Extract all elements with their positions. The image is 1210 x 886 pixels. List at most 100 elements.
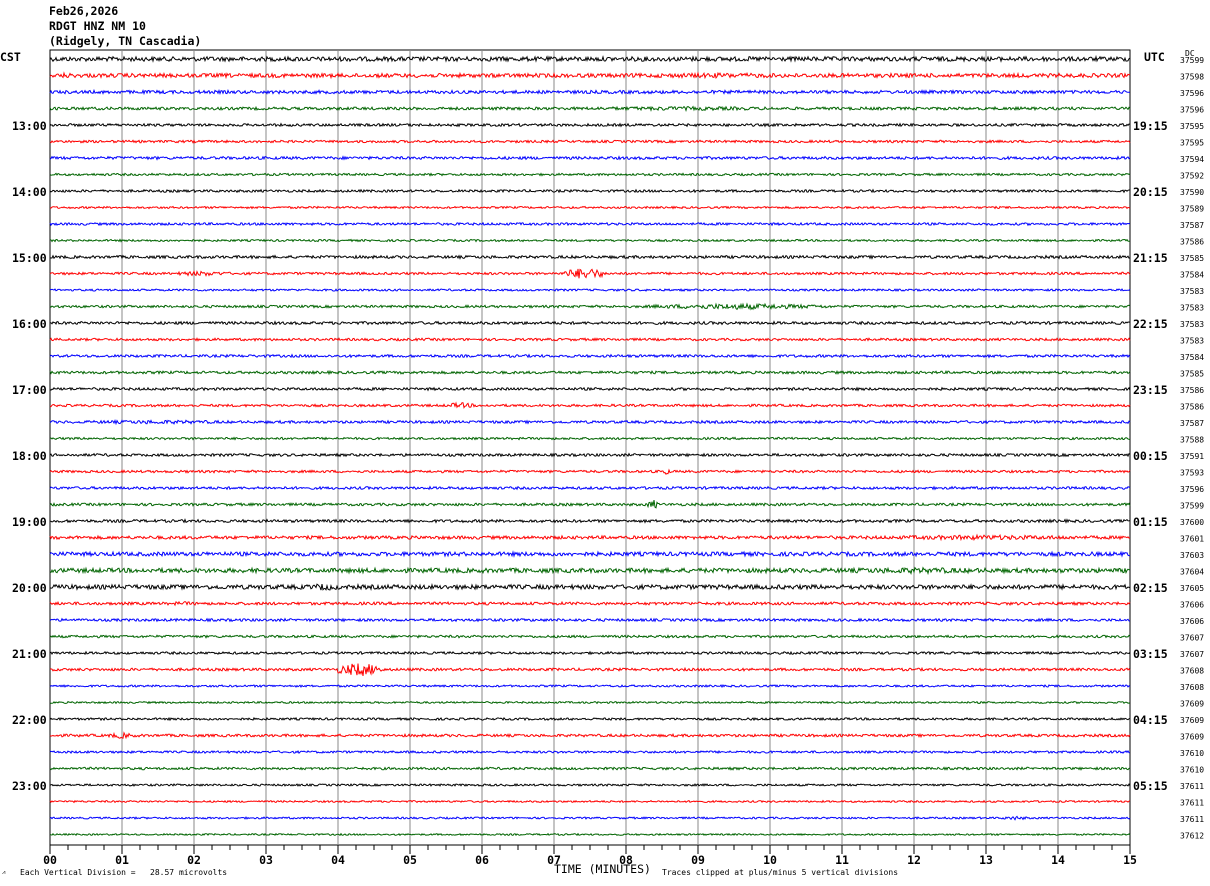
trace-31 — [49, 566, 1131, 576]
x-tick-label: 05 — [403, 853, 417, 867]
dc-offset-label: 37598 — [1180, 73, 1204, 82]
x-tick-label: 02 — [187, 853, 201, 867]
dc-offset-label: 37586 — [1180, 403, 1204, 412]
trace-24 — [49, 452, 1131, 458]
dc-offset-label: 37612 — [1180, 832, 1204, 841]
dc-offset-label: 37599 — [1180, 502, 1204, 511]
trace-36 — [49, 650, 1131, 656]
header-date: Feb26,2026 — [49, 4, 119, 18]
right-time-label: 04:15 — [1133, 713, 1168, 727]
left-time-label: 13:00 — [12, 119, 47, 133]
trace-7 — [49, 172, 1131, 177]
x-tick-label: 09 — [691, 853, 705, 867]
right-time-label: 21:15 — [1133, 251, 1168, 265]
dc-offset-label: 37586 — [1180, 238, 1204, 247]
trace-14 — [49, 288, 1131, 293]
dc-offset-label: 37585 — [1180, 370, 1204, 379]
dc-offset-label: 37604 — [1180, 568, 1204, 577]
trace-33 — [49, 600, 1131, 607]
dc-offset-label: 37586 — [1180, 386, 1204, 395]
dc-offset-label: 37610 — [1180, 766, 1204, 775]
left-time-label: 23:00 — [12, 779, 47, 793]
right-time-label: 22:15 — [1133, 317, 1168, 331]
right-time-label: 19:15 — [1133, 119, 1168, 133]
dc-offset-label: 37595 — [1180, 122, 1204, 131]
trace-40 — [49, 716, 1131, 722]
dc-offset-label: 37583 — [1180, 304, 1204, 313]
dc-offset-label: 37585 — [1180, 254, 1204, 263]
trace-34 — [49, 617, 1131, 623]
dc-offset-label: 37583 — [1180, 320, 1204, 329]
left-time-label: 19:00 — [12, 515, 47, 529]
left-timezone-label: CST — [0, 50, 21, 64]
trace-27 — [49, 500, 1131, 509]
x-axis-title: TIME (MINUTES) — [554, 862, 651, 876]
trace-37 — [49, 663, 1131, 676]
left-time-label: 18:00 — [12, 449, 47, 463]
trace-30 — [49, 550, 1131, 558]
trace-5 — [49, 139, 1131, 144]
plot-frame — [49, 49, 1131, 846]
trace-29 — [49, 533, 1131, 542]
trace-46 — [49, 815, 1131, 821]
x-tick-label: 03 — [259, 853, 273, 867]
dc-offset-label: 37596 — [1180, 89, 1204, 98]
trace-4 — [49, 122, 1131, 128]
left-time-label: 17:00 — [12, 383, 47, 397]
dc-offset-label: 37596 — [1180, 106, 1204, 115]
left-time-label: 20:00 — [12, 581, 47, 595]
trace-1 — [49, 71, 1131, 80]
dc-offset-label: 37601 — [1180, 535, 1204, 544]
trace-0 — [49, 54, 1131, 63]
trace-16 — [49, 320, 1131, 326]
right-time-label: 02:15 — [1133, 581, 1168, 595]
x-tick-label: 13 — [979, 853, 993, 867]
dc-offset-label: 37583 — [1180, 287, 1204, 296]
dc-offset-label: 37593 — [1180, 469, 1204, 478]
dc-offset-label: 37594 — [1180, 155, 1204, 164]
right-time-label: 03:15 — [1133, 647, 1168, 661]
trace-8 — [49, 188, 1130, 194]
trace-13 — [49, 268, 1131, 279]
trace-17 — [49, 337, 1131, 342]
header-location: (Ridgely, TN Cascadia) — [49, 34, 202, 48]
dc-offset-label: 37595 — [1180, 139, 1204, 148]
dc-offset-label: 37600 — [1180, 518, 1204, 527]
x-tick-label: 07 — [547, 853, 561, 867]
left-time-label: 15:00 — [12, 251, 47, 265]
dc-offset-label: 37589 — [1180, 205, 1204, 214]
clip-note: Traces clipped at plus/minus 5 vertical … — [662, 868, 899, 877]
dc-offset-label: 37587 — [1180, 419, 1204, 428]
trace-6 — [49, 155, 1131, 161]
dc-offset-label: 37591 — [1180, 452, 1204, 461]
dc-label: DC — [1185, 49, 1195, 58]
trace-25 — [49, 468, 1131, 475]
trace-19 — [49, 369, 1131, 376]
scale-note: Each Vertical Division = 28.57 microvolt… — [20, 868, 228, 877]
dc-offset-label: 37584 — [1180, 353, 1204, 362]
dc-offset-label: 37592 — [1180, 172, 1204, 181]
trace-9 — [49, 205, 1131, 210]
right-timezone-label: UTC — [1144, 50, 1165, 64]
x-tick-label: 08 — [619, 853, 633, 867]
dc-offset-label: 37583 — [1180, 337, 1204, 346]
right-time-label: 00:15 — [1133, 449, 1168, 463]
trace-42 — [49, 749, 1131, 755]
x-tick-label: 10 — [763, 853, 777, 867]
trace-18 — [49, 353, 1131, 359]
dc-offset-label: 37607 — [1180, 650, 1204, 659]
trace-3 — [49, 105, 1131, 113]
dc-offset-label: 37608 — [1180, 667, 1204, 676]
right-time-label: 05:15 — [1133, 779, 1168, 793]
trace-41 — [49, 731, 1131, 740]
trace-47 — [49, 832, 1131, 837]
left-time-label: 14:00 — [12, 185, 47, 199]
x-tick-label: 04 — [331, 853, 345, 867]
left-time-label: 16:00 — [12, 317, 47, 331]
dc-offset-label: 37609 — [1180, 716, 1204, 725]
dc-offset-label: 37607 — [1180, 634, 1204, 643]
header-station: RDGT HNZ NM 10 — [49, 19, 146, 33]
x-tick-label: 01 — [115, 853, 129, 867]
trace-23 — [49, 436, 1131, 441]
